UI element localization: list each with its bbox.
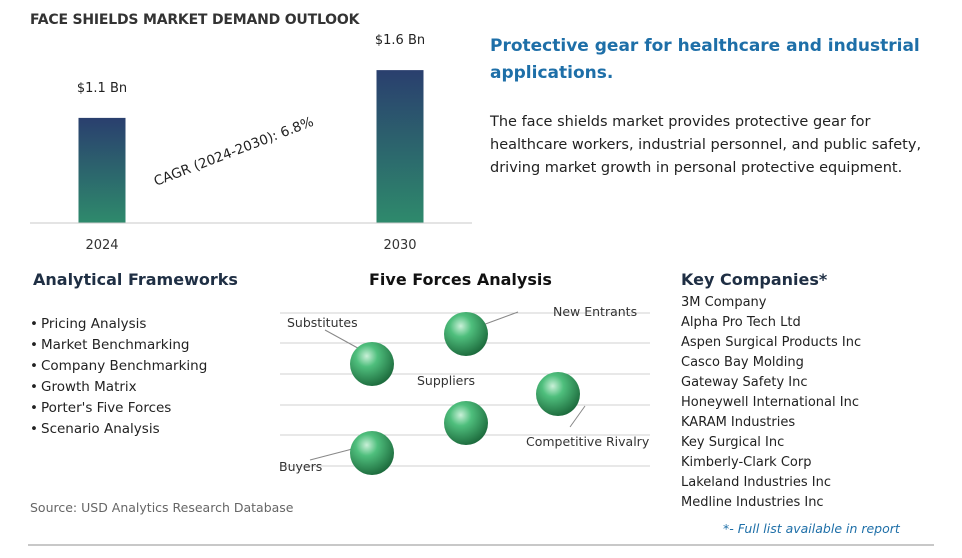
headline: Protective gear for healthcare and indus… [490, 36, 920, 83]
bar-2030 [376, 70, 424, 223]
new-entrants-sphere-icon [444, 312, 488, 356]
company-item: Lakeland Industries Inc [681, 475, 831, 490]
list-item: • Growth Matrix [30, 377, 207, 398]
bullet-icon: • [30, 337, 38, 353]
bar-value-label: $1.1 Bn [77, 81, 127, 96]
bullet-icon: • [30, 358, 38, 374]
bar-2024 [78, 117, 126, 223]
company-item: Gateway Safety Inc [681, 375, 808, 390]
companies-list: 3M Company Alpha Pro Tech Ltd Aspen Surg… [681, 293, 861, 513]
companies-title: Key Companies* [681, 270, 828, 289]
company-item: Medline Industries Inc [681, 495, 824, 510]
list-item: • Porter's Five Forces [30, 398, 207, 419]
company-item: Key Surgical Inc [681, 435, 785, 450]
company-item: Kimberly-Clark Corp [681, 455, 812, 470]
frameworks-title: Analytical Frameworks [33, 270, 238, 289]
substitutes-sphere-icon [350, 342, 394, 386]
company-item: Aspen Surgical Products Inc [681, 335, 862, 350]
suppliers-sphere-icon [444, 401, 488, 445]
suppliers-label: Suppliers [417, 373, 475, 388]
companies-footnote: *- Full list available in report [723, 521, 900, 536]
company-item: Alpha Pro Tech Ltd [681, 315, 801, 330]
divider [28, 544, 934, 546]
bullet-icon: • [30, 316, 38, 332]
company-item: 3M Company [681, 295, 767, 310]
x-tick-label: 2030 [383, 238, 416, 253]
bar-chart: $1.1 Bn 2024 $1.6 Bn 2030 CAGR (2024-2030):… [30, 33, 472, 253]
cagr-annotation: CAGR (2024-2030): 6.8% [152, 114, 316, 190]
list-item: • Company Benchmarking [30, 356, 207, 377]
list-item: • Pricing Analysis [30, 314, 207, 335]
buyers-label: Buyers [279, 459, 322, 474]
five-forces-title: Five Forces Analysis [369, 270, 552, 289]
bar-value-label: $1.6 Bn [375, 33, 425, 48]
buyers-sphere-icon [350, 431, 394, 475]
frameworks-list: • Pricing Analysis • Market Benchmarking •… [30, 314, 207, 440]
bullet-icon: • [30, 379, 38, 395]
bullet-icon: • [30, 421, 38, 437]
company-item: Casco Bay Molding [681, 355, 804, 370]
five-forces-diagram: Substitutes New Entrants Suppliers Compe… [279, 304, 650, 475]
source-note: Source: USD Analytics Research Database [30, 500, 294, 515]
company-item: Honeywell International Inc [681, 395, 859, 410]
competitive-rivalry-label: Competitive Rivalry [526, 434, 650, 449]
company-item: KARAM Industries [681, 415, 796, 430]
chart-title: FACE SHIELDS MARKET DEMAND OUTLOOK [30, 12, 360, 28]
x-tick-label: 2024 [85, 238, 118, 253]
substitutes-label: Substitutes [287, 315, 358, 330]
list-item: • Market Benchmarking [30, 335, 207, 356]
list-item: • Scenario Analysis [30, 419, 207, 440]
competitive-rivalry-sphere-icon [536, 372, 580, 416]
new-entrants-label: New Entrants [553, 304, 637, 319]
description: The face shields market provides protect… [490, 114, 922, 176]
bullet-icon: • [30, 400, 38, 416]
